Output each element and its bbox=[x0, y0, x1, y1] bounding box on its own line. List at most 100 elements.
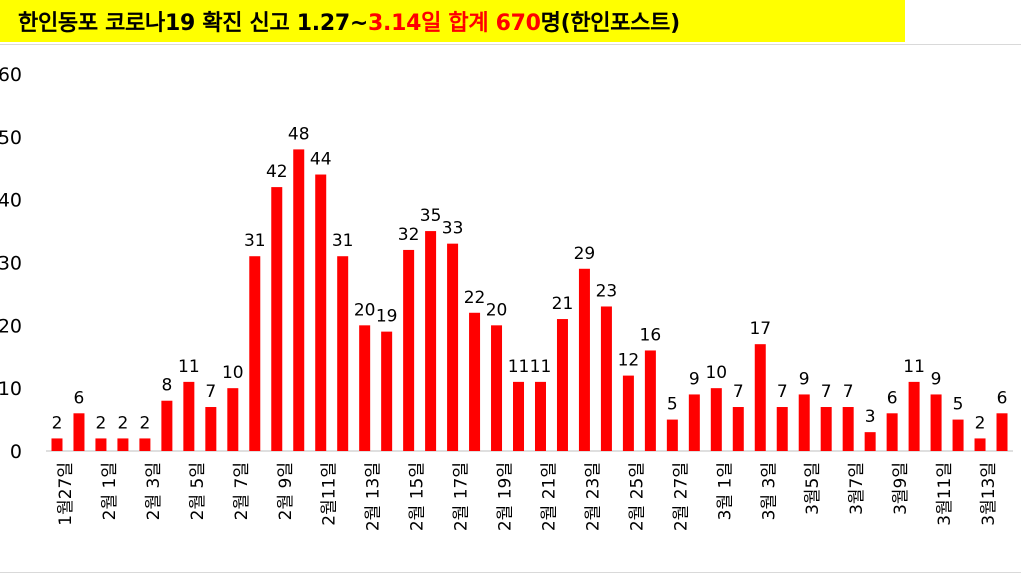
data-label: 3 bbox=[865, 407, 876, 427]
sheet-gridline-top bbox=[0, 44, 1021, 45]
data-label: 33 bbox=[442, 219, 464, 239]
data-label: 11 bbox=[903, 357, 925, 377]
data-label: 20 bbox=[486, 300, 508, 320]
bar bbox=[293, 149, 305, 451]
data-label: 7 bbox=[821, 382, 832, 402]
data-label: 44 bbox=[310, 150, 332, 170]
y-tick-label: 60 bbox=[0, 64, 22, 86]
x-tick-label: 2월11일 bbox=[320, 462, 340, 526]
x-tick-label: 1월27일 bbox=[56, 462, 76, 526]
bar bbox=[952, 419, 964, 451]
bar bbox=[578, 268, 590, 451]
bar bbox=[205, 407, 217, 451]
data-label: 9 bbox=[931, 369, 942, 389]
bar bbox=[447, 243, 459, 451]
x-tick-label: 2월 21일 bbox=[539, 462, 559, 531]
bar bbox=[974, 438, 986, 451]
x-tick-label: 2월 13일 bbox=[364, 462, 384, 531]
x-tick-label: 2월 1일 bbox=[100, 462, 120, 520]
bar bbox=[139, 438, 151, 451]
data-label: 6 bbox=[997, 388, 1008, 408]
bar bbox=[491, 325, 503, 451]
data-label: 10 bbox=[705, 363, 727, 383]
y-tick-label: 10 bbox=[0, 378, 22, 400]
bar bbox=[710, 388, 722, 451]
x-tick-label: 3월11일 bbox=[935, 462, 955, 526]
data-label: 5 bbox=[953, 395, 964, 415]
bar bbox=[315, 174, 327, 451]
bar bbox=[644, 350, 656, 451]
data-label: 20 bbox=[354, 300, 376, 320]
data-label: 8 bbox=[161, 376, 172, 396]
bar bbox=[425, 231, 437, 451]
x-tick-label: 2월 7일 bbox=[232, 462, 252, 520]
x-tick-label: 3월13일 bbox=[979, 462, 999, 526]
bar bbox=[622, 375, 634, 451]
bar bbox=[337, 256, 349, 451]
bar bbox=[688, 394, 700, 451]
bar bbox=[534, 381, 546, 451]
bar bbox=[996, 413, 1008, 451]
x-tick-label: 2월 25일 bbox=[627, 462, 647, 531]
bar bbox=[95, 438, 107, 451]
bar bbox=[666, 419, 678, 451]
data-label: 16 bbox=[640, 325, 662, 345]
bar bbox=[864, 432, 876, 451]
y-tick-label: 40 bbox=[0, 190, 22, 212]
data-label: 31 bbox=[244, 231, 266, 251]
x-tick-label: 3월9일 bbox=[891, 462, 911, 515]
data-label: 19 bbox=[376, 307, 398, 327]
bar bbox=[469, 312, 481, 451]
data-label: 31 bbox=[332, 231, 354, 251]
bar bbox=[117, 438, 129, 451]
data-label: 29 bbox=[574, 244, 596, 264]
data-label: 32 bbox=[398, 225, 420, 245]
y-tick-label: 30 bbox=[0, 253, 22, 275]
x-tick-label: 2월 5일 bbox=[188, 462, 208, 520]
data-label: 11 bbox=[530, 357, 552, 377]
data-label: 17 bbox=[749, 319, 771, 339]
bar bbox=[381, 331, 393, 451]
x-tick-label: 2월 15일 bbox=[408, 462, 428, 531]
title-part-2-highlight: 3.14일 합계 670 bbox=[368, 11, 541, 36]
x-tick-label: 2월 17일 bbox=[452, 462, 472, 531]
data-label: 10 bbox=[222, 363, 244, 383]
sheet-gridline-bottom bbox=[0, 572, 1021, 573]
data-label: 2 bbox=[52, 413, 63, 433]
bar bbox=[820, 407, 832, 451]
bar bbox=[842, 407, 854, 451]
data-label: 42 bbox=[266, 162, 288, 182]
data-label: 2 bbox=[139, 413, 150, 433]
bar bbox=[908, 381, 920, 451]
data-label: 9 bbox=[689, 369, 700, 389]
data-label: 35 bbox=[420, 206, 442, 226]
data-label: 23 bbox=[596, 281, 618, 301]
data-label: 7 bbox=[733, 382, 744, 402]
data-label: 6 bbox=[74, 388, 85, 408]
bar bbox=[556, 319, 568, 451]
data-label: 2 bbox=[96, 413, 107, 433]
bar bbox=[776, 407, 788, 451]
data-label: 7 bbox=[843, 382, 854, 402]
bar bbox=[51, 438, 63, 451]
data-label: 12 bbox=[618, 351, 640, 371]
bar bbox=[403, 249, 415, 451]
x-tick-label: 3월7일 bbox=[847, 462, 867, 515]
data-label: 7 bbox=[777, 382, 788, 402]
bar bbox=[161, 400, 173, 451]
bar bbox=[183, 381, 195, 451]
data-label: 2 bbox=[118, 413, 129, 433]
bar bbox=[359, 325, 371, 451]
x-tick-label: 3월5일 bbox=[803, 462, 823, 515]
title-part-3: 명(한인포스트) bbox=[540, 11, 680, 36]
bar bbox=[754, 344, 766, 451]
bar bbox=[73, 413, 85, 451]
bar bbox=[271, 187, 283, 451]
bar bbox=[886, 413, 898, 451]
x-tick-label: 3월 3일 bbox=[759, 462, 779, 520]
x-tick-label: 3월 1일 bbox=[715, 462, 735, 520]
data-label: 5 bbox=[667, 395, 678, 415]
x-tick-label: 2월 19일 bbox=[496, 462, 516, 531]
bar bbox=[600, 306, 612, 451]
y-tick-label: 50 bbox=[0, 127, 22, 149]
